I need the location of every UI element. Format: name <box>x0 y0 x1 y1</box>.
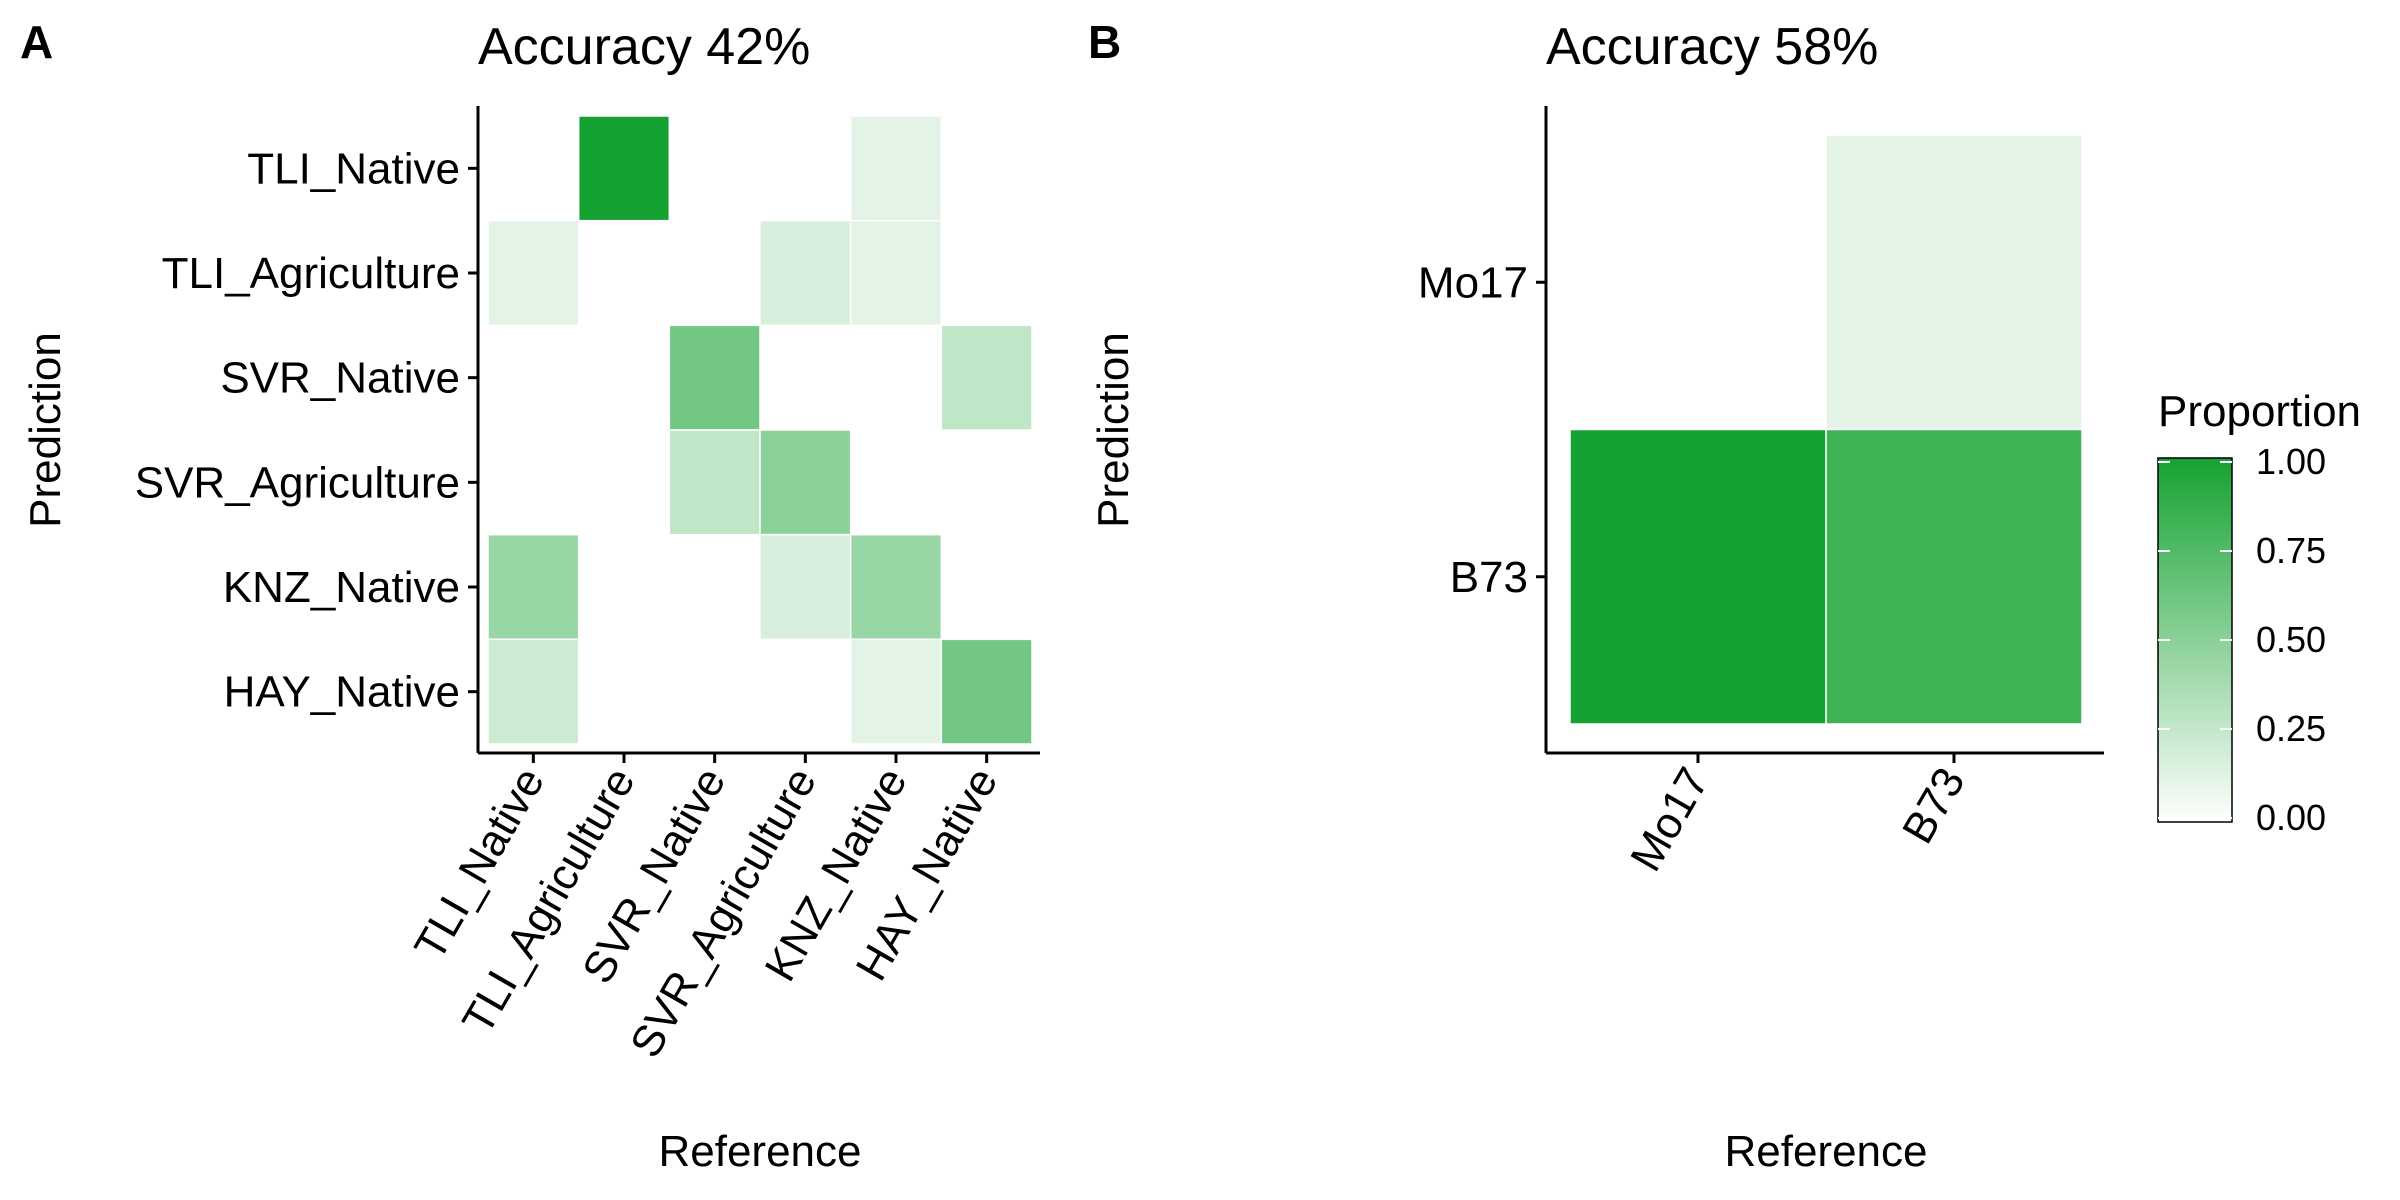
legend-tick-label: 0.75 <box>2256 530 2326 571</box>
heatmap-cell <box>849 533 943 641</box>
color-legend: Proportion 1.00 0.75 0.50 0.25 0.00 <box>2157 387 2361 838</box>
panel-b-title: Accuracy 58% <box>1546 18 1878 76</box>
legend-color-bar <box>2157 457 2233 823</box>
heatmap-cell <box>487 219 580 327</box>
panel-b-y-axis-title: Prediction <box>1089 332 1138 528</box>
heatmap-cell <box>849 115 943 222</box>
panel-a-y-axis-title: Prediction <box>21 332 70 528</box>
y-tick-label: Mo17 <box>1418 258 1528 307</box>
legend-tick-label: 0.25 <box>2256 708 2326 749</box>
heatmap-cell <box>759 219 852 327</box>
panel-a-x-axis-title: Reference <box>658 1127 861 1176</box>
y-tick-label: SVR_Native <box>220 354 460 403</box>
y-tick-label: B73 <box>1450 553 1528 602</box>
y-tick-label: HAY_Native <box>224 668 460 717</box>
heatmap-cell <box>487 533 580 641</box>
heatmap-cell <box>1825 428 2083 725</box>
heatmap-cell <box>577 115 671 222</box>
y-tick-label: TLI_Native <box>247 144 460 193</box>
heatmap-cell <box>940 324 1033 431</box>
heatmap-cell <box>487 638 580 745</box>
panel-b: B Accuracy 58% Mo17 B73 Mo17 B73 Prediction… <box>1088 16 2104 1176</box>
x-tick-label: B73 <box>1893 760 1975 852</box>
heatmap-cell <box>668 429 761 536</box>
y-tick-label: SVR_Agriculture <box>135 458 460 507</box>
panel-a-cells <box>487 115 1033 745</box>
panel-b-x-axis-title: Reference <box>1724 1127 1927 1176</box>
legend-tick-label: 0.50 <box>2256 619 2326 660</box>
heatmap-cell <box>759 533 852 641</box>
heatmap-cell <box>849 219 943 327</box>
panel-b-cells <box>1569 134 2083 725</box>
legend-title: Proportion <box>2158 387 2361 436</box>
x-tick-label: Mo17 <box>1621 760 1718 880</box>
panel-a-title: Accuracy 42% <box>478 18 810 76</box>
legend-tick-label: 1.00 <box>2256 441 2326 482</box>
panel-a-label: A <box>20 16 53 68</box>
legend-tick-label: 0.00 <box>2256 797 2326 838</box>
heatmap-cell <box>759 429 852 536</box>
heatmap-cell <box>849 638 943 745</box>
heatmap-cell <box>1569 428 1827 725</box>
panel-a: A Accuracy 42% TLI_Native TLI_Agriculture… <box>20 16 1040 1176</box>
panel-b-label: B <box>1088 16 1121 68</box>
heatmap-cell <box>940 638 1033 745</box>
heatmap-cell <box>1825 134 2083 431</box>
legend-ticks: 1.00 0.75 0.50 0.25 0.00 <box>2158 441 2326 838</box>
heatmap-cell <box>668 324 761 431</box>
y-tick-label: TLI_Agriculture <box>162 249 460 298</box>
y-tick-label: KNZ_Native <box>223 563 460 612</box>
